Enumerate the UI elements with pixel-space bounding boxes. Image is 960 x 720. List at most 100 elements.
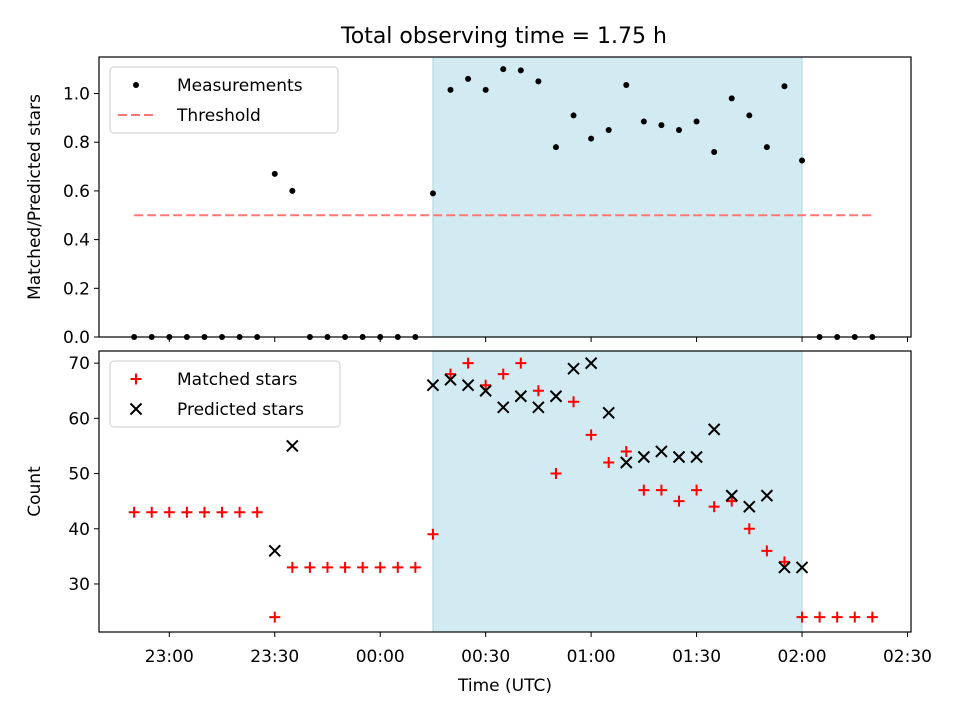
measurement-point xyxy=(552,144,559,151)
matched-star-point xyxy=(726,495,738,507)
predicted-star-point xyxy=(760,489,774,502)
matched-star-point xyxy=(691,484,703,496)
matched-star-point xyxy=(321,561,333,573)
x-tick-label: 00:00 xyxy=(356,647,405,667)
matched-star-point xyxy=(831,611,843,623)
y-tick-label: 0.6 xyxy=(63,182,90,202)
measurement-point xyxy=(465,75,472,82)
legend-box xyxy=(109,360,341,428)
matched-star-point xyxy=(743,523,755,535)
x-tick-label: 00:30 xyxy=(461,647,510,667)
matched-star-point xyxy=(445,368,457,380)
matched-star-point xyxy=(620,445,632,457)
axes-frame xyxy=(98,350,912,633)
predicted-star-point xyxy=(549,390,563,403)
matched-star-point xyxy=(216,506,228,518)
measurement-point xyxy=(429,190,436,197)
x-tick-label: 23:30 xyxy=(250,647,299,667)
measurement-point xyxy=(658,122,665,129)
measurement-point xyxy=(676,127,682,134)
legend: Matched stars Predicted stars xyxy=(109,360,341,428)
legend-predicted-swatch xyxy=(129,402,143,416)
measurement-point xyxy=(763,144,770,151)
measurement-point xyxy=(728,95,735,102)
matched-star-point xyxy=(761,545,773,557)
y-tick-label: 0.2 xyxy=(63,279,90,299)
x-tick-label: 01:30 xyxy=(672,647,721,667)
y-tick-label: 50 xyxy=(68,465,90,485)
measurement-point xyxy=(693,118,700,125)
y-tick-label: 70 xyxy=(68,354,90,374)
matched-star-point xyxy=(866,611,878,623)
measurement-point xyxy=(271,170,278,177)
predicted-star-point xyxy=(602,406,615,420)
predicted-star-point xyxy=(497,401,510,414)
y-tick-label: 0.4 xyxy=(63,231,90,251)
bottom-panel: 30 40 50 60 70 23:00 23:30 00:00 00:30 01:00 01:30… xyxy=(25,350,932,696)
legend-label: Threshold xyxy=(176,106,261,126)
legend-measurement-swatch xyxy=(133,82,139,88)
matched-star-point xyxy=(251,506,263,518)
predicted-star-point xyxy=(690,450,703,464)
axes-frame xyxy=(98,56,912,338)
y-axis-label: Count xyxy=(25,466,45,517)
measurement-point xyxy=(781,83,788,90)
y-tick-label: 60 xyxy=(68,409,90,429)
y-tick-label: 30 xyxy=(68,575,90,595)
measurement-point xyxy=(535,78,542,85)
x-tick-label: 02:30 xyxy=(883,647,932,667)
matched-star-point xyxy=(603,457,615,469)
matched-star-point xyxy=(585,429,597,441)
measurement-point xyxy=(500,66,507,73)
measurement-point xyxy=(746,112,753,119)
matched-star-point xyxy=(515,357,527,369)
matched-star-point xyxy=(374,561,386,573)
matched-star-point xyxy=(357,561,369,573)
top-panel: 0.0 0.2 0.4 0.6 0.8 1.0 Matched/Predicted star… xyxy=(25,56,912,348)
predicted-star-point xyxy=(725,489,738,502)
predicted-star-point xyxy=(567,362,580,375)
predicted-star-point xyxy=(637,450,651,464)
predicted-star-point xyxy=(707,423,721,436)
matched-star-point xyxy=(128,506,140,518)
matched-star-point xyxy=(409,561,421,573)
predicted-star-point xyxy=(743,500,756,513)
predicted-star-point xyxy=(532,401,545,414)
predicted-star-point xyxy=(268,544,281,558)
legend-label: Matched stars xyxy=(177,370,297,390)
predicted-star-point xyxy=(479,384,492,397)
matched-star-point xyxy=(673,495,685,507)
measurement-point xyxy=(711,148,718,155)
shaded-interval xyxy=(432,350,803,633)
matched-star-point xyxy=(339,561,351,573)
matched-star-point xyxy=(427,528,439,540)
chart-title: Total observing time = 1.75 h xyxy=(340,24,667,49)
matched-star-point xyxy=(163,506,175,518)
matched-star-point xyxy=(708,501,720,513)
predicted-star-point xyxy=(461,379,475,392)
matched-star-point xyxy=(796,611,808,623)
matched-star-point xyxy=(146,506,158,518)
y-tick-label: 0.8 xyxy=(63,133,90,153)
matched-star-point xyxy=(497,368,509,380)
predicted-star-point xyxy=(514,390,528,403)
measurement-point xyxy=(447,86,454,93)
predicted-star-point xyxy=(672,450,686,464)
predicted-star-point xyxy=(795,561,809,574)
matched-star-point xyxy=(638,484,650,496)
y-tick-label: 1.0 xyxy=(63,85,90,105)
measurement-point xyxy=(588,135,595,142)
x-tick-label: 02:00 xyxy=(778,647,827,667)
legend-label: Predicted stars xyxy=(177,400,304,420)
matched-star-point xyxy=(532,385,544,397)
legend: Measurements Threshold xyxy=(109,66,339,134)
measurement-point xyxy=(482,86,489,93)
measurement-point xyxy=(289,187,296,194)
predicted-star-point xyxy=(778,561,791,574)
measurement-point xyxy=(640,118,647,125)
matched-star-point xyxy=(269,611,281,623)
predicted-star-point xyxy=(444,373,457,386)
matched-star-point xyxy=(181,506,193,518)
matched-star-point xyxy=(392,561,404,573)
